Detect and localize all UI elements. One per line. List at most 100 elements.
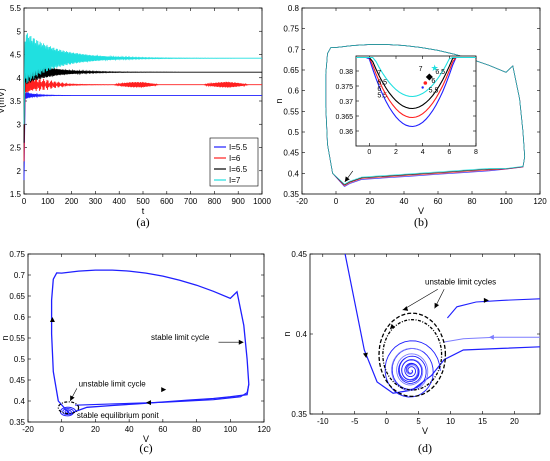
c-ylabel: n [0, 335, 10, 340]
b-ytick-label: 0.45 [283, 149, 299, 158]
b-inset-curve-label: 7 [377, 70, 381, 77]
c-xlabel: V [143, 434, 149, 444]
b-inset-xtick-label: 0 [367, 149, 371, 156]
d-trajectory [446, 298, 541, 319]
c-annotation-stable-cycle: stable limit cycle [151, 333, 210, 342]
a-xtick-label: 400 [113, 197, 127, 206]
a-xtick-label: 300 [89, 197, 103, 206]
d-xtick-label: -5 [351, 417, 359, 426]
b-inset-ytick-label: 0.36 [339, 129, 353, 136]
c-trajectory [75, 384, 250, 406]
d-ytick-label: 0.4 [296, 330, 308, 339]
b-ytick-label: 0.75 [283, 25, 299, 34]
a-ytick-label: 5.5 [10, 4, 22, 13]
d-annotation-arrow [434, 302, 440, 309]
a-legend-box [209, 137, 259, 187]
a-xtick-label: 600 [160, 197, 174, 206]
d-unstable-limit-cycle [378, 312, 447, 398]
d-unstable-limit-cycle [382, 318, 443, 391]
b-inset-point-label: 6 [431, 78, 435, 85]
a-xtick-label: 500 [136, 197, 150, 206]
b-ytick-label: 0.6 [288, 87, 300, 96]
a-ytick-label: 2 [17, 167, 22, 176]
a-series-line [23, 60, 262, 143]
c-xtick-label: 80 [192, 425, 201, 434]
b-xtick-label: 120 [533, 197, 547, 206]
b-ytick-label: 0.5 [288, 128, 300, 137]
b-inset-xtick-label: 6 [447, 149, 451, 156]
a-xtick-label: 700 [184, 197, 198, 206]
c-ytick-label: 0.45 [9, 376, 25, 385]
d-flow-arrow [362, 352, 368, 358]
b-xtick-label: 40 [400, 197, 409, 206]
b-xtick-label: 20 [366, 197, 375, 206]
c-ytick-label: 0.35 [9, 418, 25, 427]
a-xtick-label: 1000 [253, 197, 271, 206]
b-inset-ytick-label: 0.38 [339, 69, 353, 76]
c-annotation-equilibrium: stable equilibrium ponit [77, 411, 160, 420]
a-series-line [23, 76, 262, 162]
panel-b: -20 0 20 40 60 80 100 1200.350.40.450.50.550.60… [274, 4, 547, 229]
c-flow-arrow [146, 400, 151, 406]
b-inset-curve [356, 56, 476, 98]
d-xtick-label: 10 [446, 417, 455, 426]
c-ytick-label: 0.7 [14, 271, 26, 280]
panel-a: 0 100 200 300 400 500 600 700 800 900 1000 1.5 2 2.5 3… [0, 4, 271, 229]
d-xtick-label: 20 [510, 417, 519, 426]
d-annotation-unstable-cycles: unstable limit cycles [425, 277, 496, 286]
c-xtick-label: 120 [257, 425, 271, 434]
c-ytick-label: 0.6 [14, 313, 26, 322]
d-axes-frame [309, 253, 541, 415]
a-legend-entry: I=5.5 [229, 143, 248, 152]
d-annotation-arrow [402, 306, 409, 311]
d-ylabel: n [282, 331, 292, 336]
a-series-line [23, 91, 262, 181]
a-xlabel: t [142, 206, 145, 216]
d-xlabel: V [422, 426, 428, 436]
c-xtick-label: 20 [91, 425, 100, 434]
b-inset-ytick-label: 0.37 [339, 99, 353, 106]
b-inset-point-label: 6.5 [435, 69, 445, 76]
b-inset-point-label: 5.5 [429, 88, 439, 95]
a-ytick-label: 3.5 [10, 97, 22, 106]
c-xtick-label: 100 [224, 425, 238, 434]
b-xtick-label: 100 [499, 197, 513, 206]
a-ytick-label: 4.5 [10, 51, 22, 60]
b-ylabel: n [274, 98, 284, 103]
d-xtick-label: 15 [478, 417, 487, 426]
c-xtick-label: -20 [22, 425, 34, 434]
b-inset-equilibrium-point [421, 86, 424, 89]
c-xtick-label: 60 [158, 425, 167, 434]
b-inset-xtick-label: 8 [474, 149, 478, 156]
a-ytick-label: 4 [17, 74, 22, 83]
c-spiral-trajectory [59, 406, 77, 417]
c-ytick-label: 0.4 [14, 397, 26, 406]
d-caption: (d) [418, 441, 432, 455]
b-ytick-label: 0.35 [283, 190, 299, 199]
b-xtick-label: 60 [434, 197, 443, 206]
a-legend-entry: I=6.5 [229, 165, 248, 174]
a-xtick-label: 900 [232, 197, 246, 206]
a-xtick-label: 200 [65, 197, 79, 206]
a-xtick-label: 100 [41, 197, 55, 206]
c-xtick-label: 40 [125, 425, 134, 434]
b-inset-curve-label: 6.5 [377, 80, 387, 87]
b-caption: (b) [414, 215, 428, 229]
b-inset-xtick-label: 4 [421, 149, 425, 156]
d-annotation-line [402, 288, 438, 311]
c-flow-arrow [161, 387, 167, 393]
a-legend-entry: I=7 [229, 176, 241, 185]
d-flow-arrow [483, 297, 489, 303]
b-inset-axes-frame [355, 55, 477, 147]
panel-c: -20 0 20 40 60 80 100 120 0.35 0.4 0.45 0.5 0.55 0.6 0… [0, 250, 271, 455]
a-legend-entry: I=6 [229, 154, 241, 163]
b-inset-curve-label: 6 [377, 86, 381, 93]
c-unstable-limit-cycle [57, 401, 80, 415]
c-xtick-label: 0 [59, 425, 64, 434]
d-flow-arrow [488, 334, 494, 340]
b-ytick-label: 0.65 [283, 66, 299, 75]
c-flow-arrow [49, 317, 55, 322]
b-inset-equilibrium-point [425, 73, 433, 81]
b-ytick-label: 0.55 [283, 107, 299, 116]
